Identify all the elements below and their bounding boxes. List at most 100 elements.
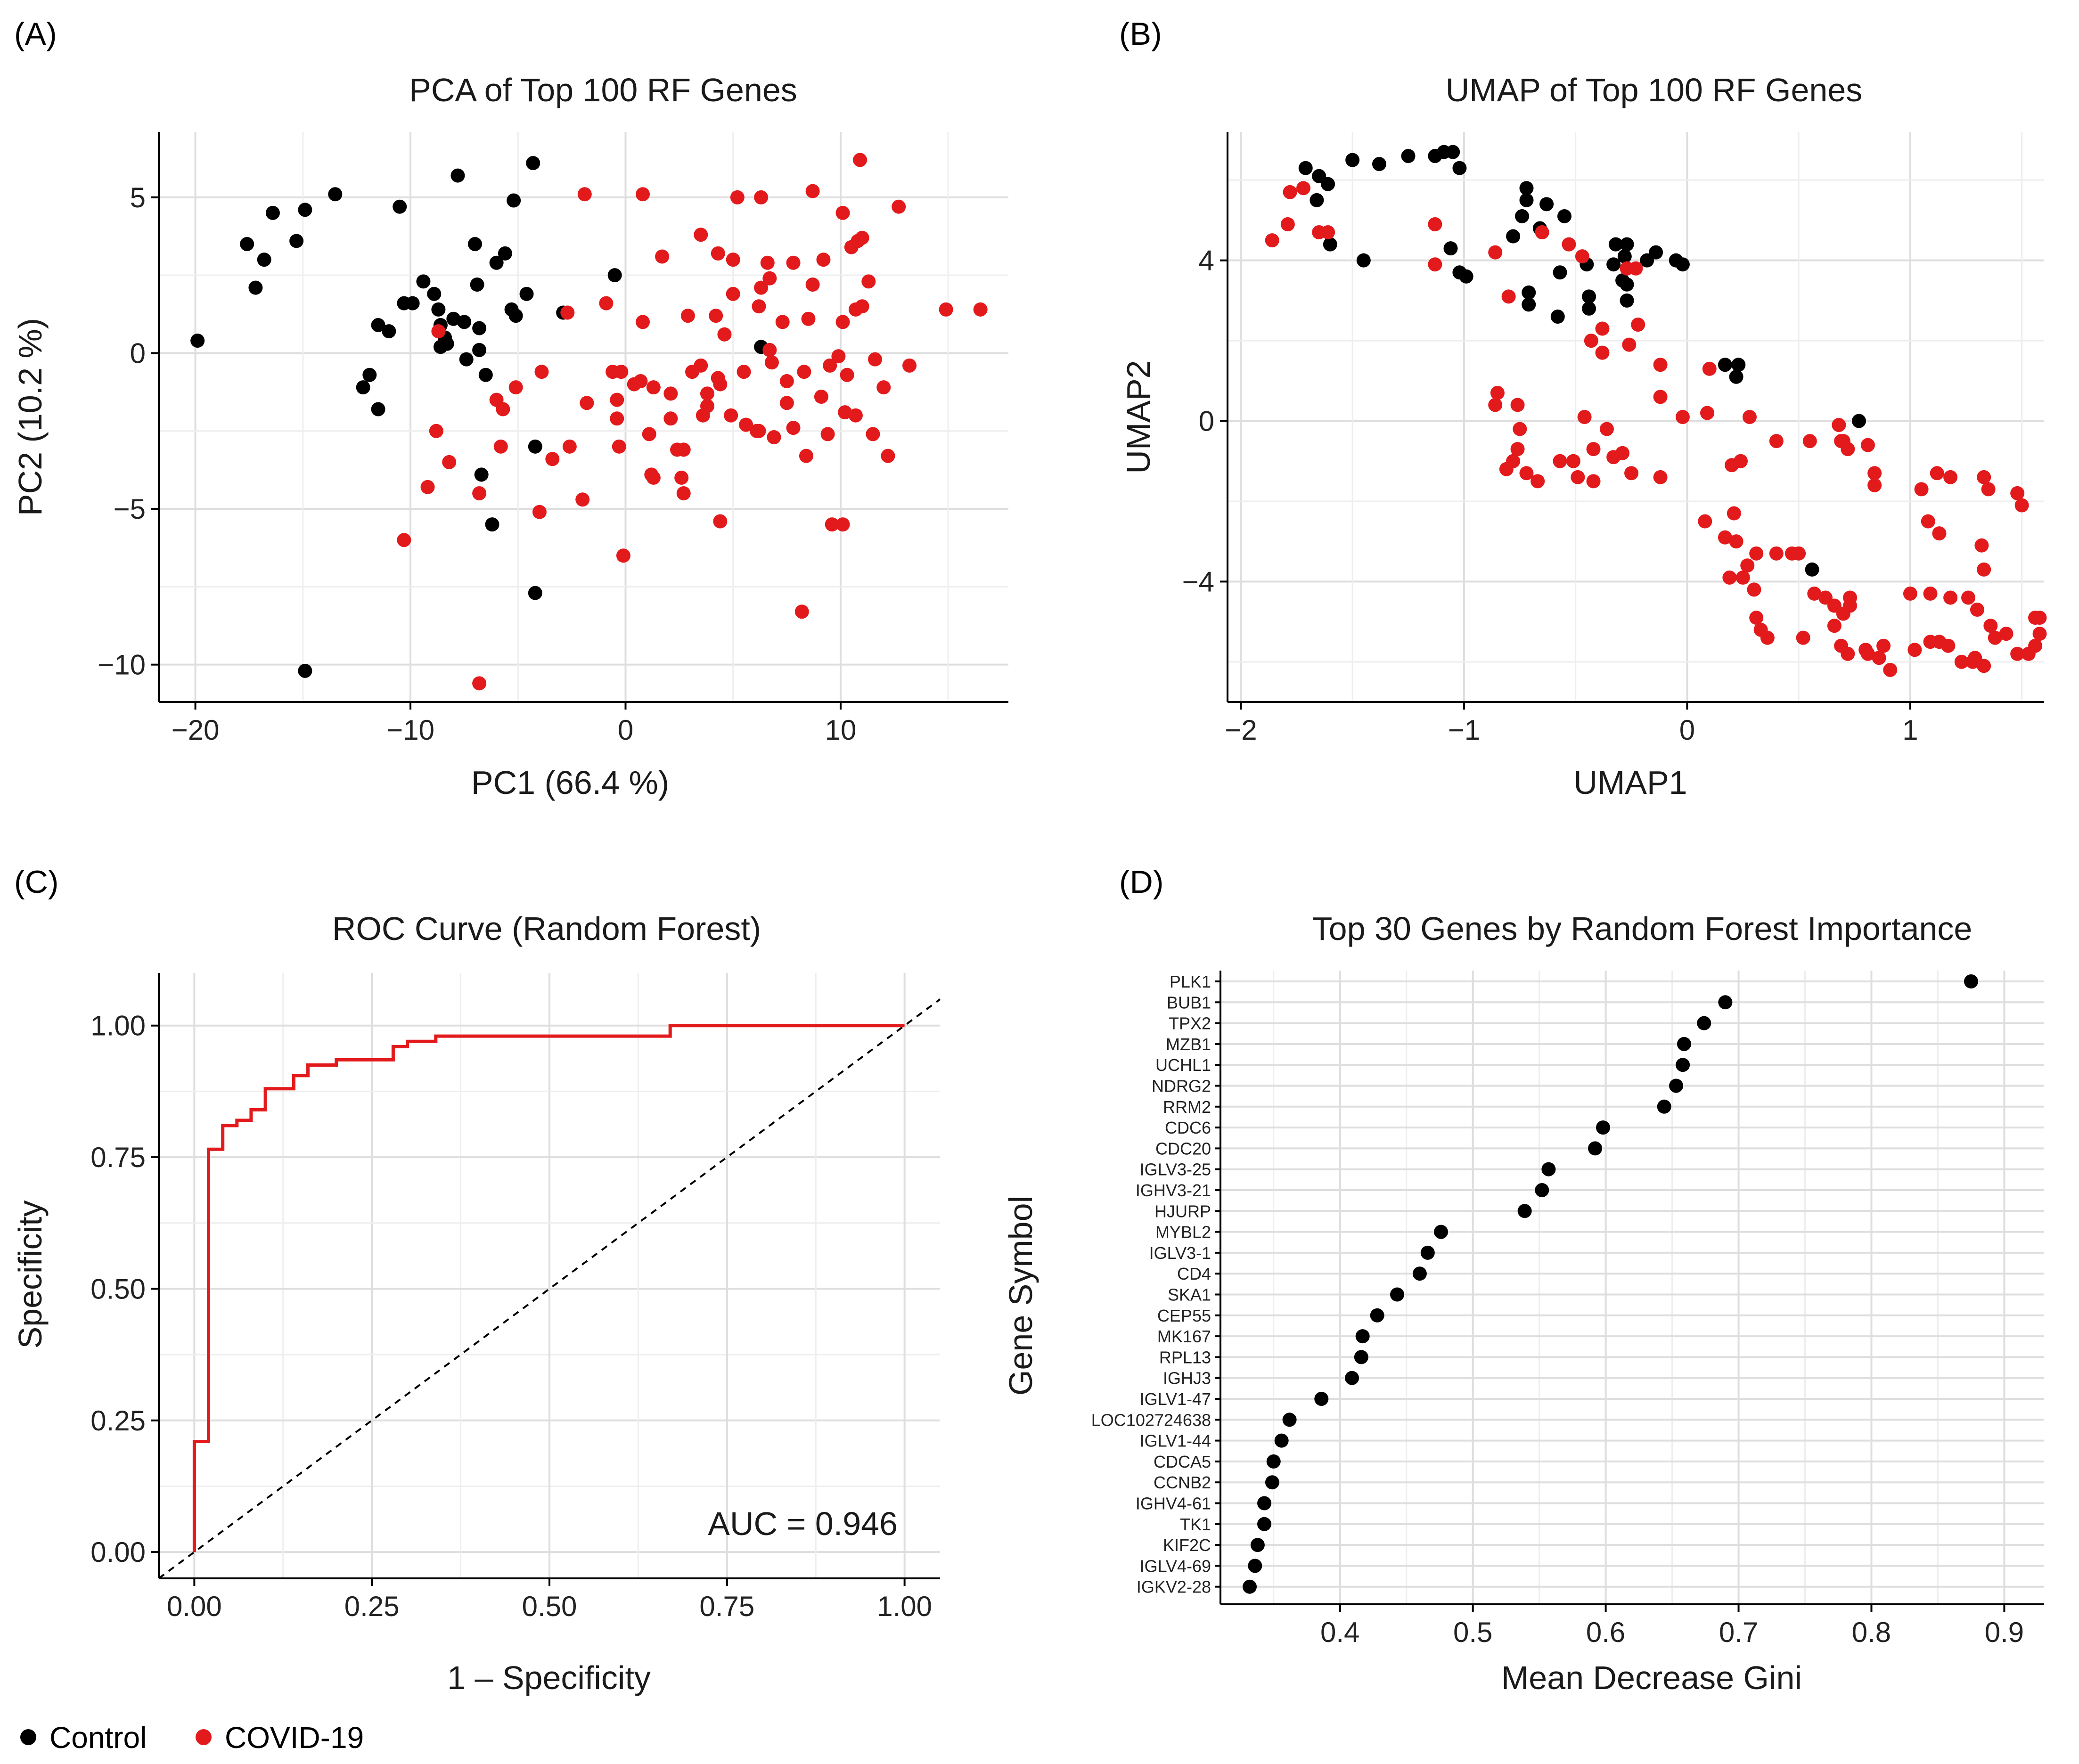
- importance-point: [1282, 1413, 1297, 1427]
- b-covid-point: [1943, 590, 1958, 605]
- panel-c-grid: [159, 973, 940, 1578]
- importance-point: [1669, 1078, 1684, 1093]
- legend: Control COVID-19: [20, 1721, 364, 1755]
- b-covid-point: [1584, 334, 1598, 348]
- b-covid-point: [1566, 454, 1580, 468]
- legend-covid-label: COVID-19: [225, 1721, 364, 1755]
- panel-a-x-ticks: −20 −10 0 10: [172, 702, 856, 746]
- gene-label: PLK1: [1170, 972, 1211, 991]
- a-control-point: [519, 286, 534, 301]
- panel-c: (C) ROC Curve (Random Forest) 0.00 0.25 0.…: [12, 864, 941, 1696]
- a-covid-point: [636, 187, 650, 202]
- gene-label: IGHV4-61: [1136, 1494, 1211, 1513]
- b-covid-point: [1907, 643, 1922, 657]
- gene-label: IGKV2-28: [1137, 1577, 1211, 1597]
- a-control-point: [607, 268, 622, 283]
- importance-point: [1370, 1308, 1384, 1323]
- b-covid-point: [1961, 590, 1976, 605]
- panel-d-x-ticks: 0.4 0.5 0.6 0.7 0.8 0.9: [1320, 1604, 2024, 1648]
- b-covid-point: [1747, 582, 1761, 597]
- b-covid-point: [1653, 470, 1668, 484]
- gene-label: CEP55: [1157, 1306, 1211, 1325]
- legend-control-label: Control: [49, 1721, 147, 1755]
- a-covid-point: [560, 305, 575, 320]
- b-covid-point: [1631, 318, 1645, 332]
- a-covid-point: [545, 452, 560, 466]
- b-covid-point: [1977, 470, 1991, 484]
- b-covid-point: [1629, 261, 1643, 276]
- a-control-point: [298, 203, 312, 217]
- panel-d-y-label: Gene Symbol: [1002, 1196, 1039, 1396]
- c-x-tick-label: 1.00: [877, 1591, 932, 1622]
- legend-control-marker: [20, 1729, 36, 1745]
- b-covid-point: [1321, 225, 1335, 240]
- b-covid-point: [1802, 434, 1817, 449]
- gene-label: MYBL2: [1155, 1223, 1211, 1242]
- roc-curve-line: [192, 1024, 905, 1552]
- a-control-point: [240, 237, 254, 252]
- a-control-point: [371, 402, 385, 416]
- a-covid-point: [676, 486, 691, 500]
- b-covid-point: [1807, 586, 1822, 601]
- a-covid-point: [610, 411, 624, 426]
- b-covid-point: [1553, 454, 1567, 468]
- d-x-tick-label: 0.6: [1586, 1617, 1625, 1648]
- gene-label: CCNB2: [1154, 1473, 1211, 1492]
- importance-point: [1964, 974, 1978, 988]
- importance-point: [1274, 1433, 1289, 1448]
- a-control-point: [457, 315, 472, 329]
- gene-label: KIF2C: [1163, 1535, 1211, 1555]
- a-covid-point: [670, 442, 685, 457]
- a-control-point: [190, 334, 205, 348]
- a-covid-point: [786, 255, 801, 270]
- b-control-point: [1553, 265, 1567, 280]
- b-covid-point: [1700, 406, 1715, 420]
- a-covid-point: [674, 470, 689, 485]
- panel-c-y-ticks: 0.00 0.25 0.50 0.75 1.00: [90, 1010, 159, 1568]
- importance-point: [1657, 1099, 1671, 1114]
- b-covid-point: [1860, 438, 1875, 452]
- b-x-tick-label: 1: [1902, 714, 1918, 746]
- a-covid-point: [646, 380, 661, 395]
- importance-point: [1266, 1454, 1281, 1469]
- b-control-point: [1323, 237, 1337, 252]
- a-covid-point: [580, 396, 594, 410]
- a-covid-point: [610, 392, 624, 407]
- b-covid-point: [1923, 586, 1938, 601]
- a-covid-point: [861, 274, 876, 289]
- b-covid-point: [1653, 390, 1668, 404]
- gene-label: TK1: [1180, 1515, 1211, 1534]
- b-x-tick-label: 0: [1679, 714, 1695, 746]
- b-control-point: [1582, 289, 1596, 304]
- gene-label: IGHV3-21: [1136, 1181, 1211, 1200]
- a-covid-point: [866, 427, 880, 441]
- roc-auc-annotation: AUC = 0.946: [708, 1505, 898, 1542]
- d-x-tick-label: 0.7: [1719, 1617, 1758, 1648]
- a-control-point: [526, 156, 540, 171]
- a-covid-point: [794, 604, 809, 619]
- gene-label: IGLV1-47: [1140, 1389, 1211, 1409]
- panel-d-x-label: Mean Decrease Gini: [1501, 1659, 1802, 1696]
- importance-point: [1420, 1245, 1435, 1260]
- a-x-tick-label: 0: [618, 714, 633, 746]
- a-control-point: [508, 309, 523, 323]
- a-control-point: [470, 277, 484, 292]
- a-control-point: [257, 253, 271, 267]
- b-covid-point: [1615, 446, 1630, 460]
- panel-a-label: (A): [14, 16, 57, 52]
- panel-d-title: Top 30 Genes by Random Forest Importance: [1312, 910, 1973, 947]
- a-covid-point: [599, 296, 614, 310]
- panel-a-title: PCA of Top 100 RF Genes: [409, 72, 797, 108]
- a-covid-point: [779, 396, 794, 410]
- gene-label: IGLV3-1: [1149, 1243, 1211, 1263]
- b-covid-point: [1832, 418, 1846, 433]
- panel-c-x-ticks: 0.00 0.25 0.50 0.75 1.00: [167, 1578, 932, 1622]
- a-control-point: [472, 321, 487, 335]
- a-control-point: [362, 368, 377, 382]
- b-covid-point: [1970, 603, 1984, 617]
- panel-b-points: [1265, 145, 2047, 677]
- a-control-point: [328, 187, 343, 202]
- a-covid-point: [724, 408, 738, 423]
